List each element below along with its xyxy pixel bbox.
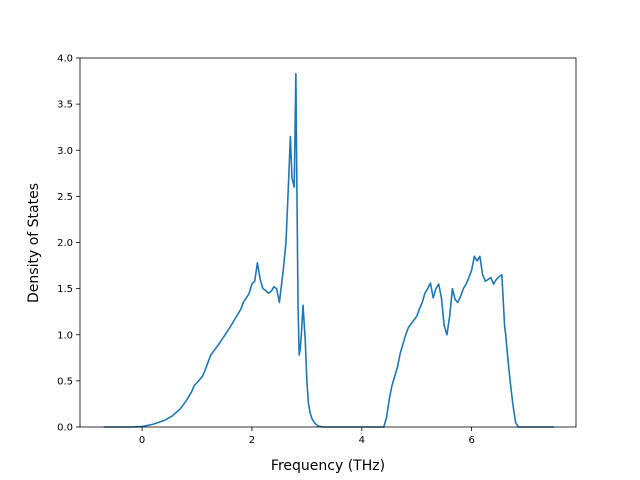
y-tick-label: 0.0 [57,423,73,434]
y-tick-label: 1.5 [57,284,73,295]
y-tick-label: 4.0 [57,54,73,65]
x-axis-label: Frequency (THz) [271,458,385,474]
y-tick-label: 1.0 [57,330,73,341]
y-tick-label: 3.5 [57,100,73,111]
x-tick-label: 0 [139,435,145,446]
y-tick-label: 2.0 [57,238,73,249]
y-axis-label: Density of States [26,183,42,303]
series-line [103,72,555,428]
y-tick-label: 0.5 [57,376,73,387]
plot-area [80,58,576,427]
x-tick-label: 2 [249,435,255,446]
x-tick-label: 6 [468,435,474,446]
y-tick-label: 3.0 [57,146,73,157]
plot-frame [79,57,577,428]
x-tick-label: 4 [359,435,365,446]
ticks-group: 0 2 4 6 0.0 0.5 1.0 1.5 2.0 2.5 3.0 3.5 4.0 [57,54,475,447]
y-tick-label: 2.5 [57,192,73,203]
